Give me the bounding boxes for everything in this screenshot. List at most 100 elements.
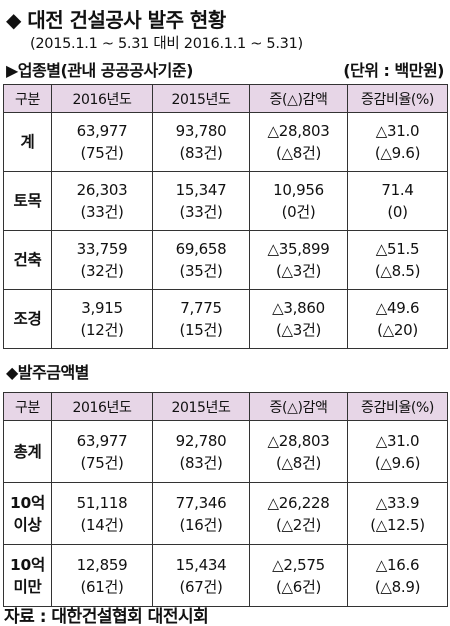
cell-value: 69,658 xyxy=(175,240,227,258)
row-label-line2: 이상 xyxy=(13,515,42,534)
section-by-amount-title: ◆발주금액별 xyxy=(6,363,89,382)
cell-count: (△8건) xyxy=(275,453,322,472)
cell-change: △3,860 (△3건) xyxy=(249,289,348,349)
cell-count: (83건) xyxy=(179,453,223,472)
cell-count: (△8건) xyxy=(275,144,322,162)
header-2016: 2016년도 xyxy=(51,84,153,113)
section-by-type-title: ▶업종별(관내 공공공사기준) xyxy=(6,61,193,80)
row-label-line1: 10억 xyxy=(10,555,45,574)
row-label: 총계 xyxy=(3,420,52,483)
cell-change: △35,899 (△3건) xyxy=(249,230,348,290)
row-label: 조경 xyxy=(3,289,52,349)
cell-value: 51,118 xyxy=(76,493,128,512)
cell-count: (83건) xyxy=(179,144,223,162)
table-row: 총계 63,977 (75건) 92,780 (83건) △28,803 (△8건) … xyxy=(3,420,448,483)
cell-count: (△3건) xyxy=(275,262,322,280)
row-label-line1: 10억 xyxy=(10,493,45,512)
period-subtitle: (2015.1.1 ~ 5.31 대비 2016.1.1 ~ 5.31) xyxy=(30,36,303,52)
header-change: 증(△)감액 xyxy=(249,392,348,421)
cell-2016: 51,118 (14건) xyxy=(51,482,153,545)
cell-value: 12,859 xyxy=(76,555,128,574)
cell-value: 63,977 xyxy=(76,431,128,450)
cell-value: △3,860 xyxy=(272,299,325,317)
unit-label: (단위 : 백만원) xyxy=(343,61,444,80)
cell-value: △31.0 xyxy=(375,431,420,450)
cell-count: (△20) xyxy=(377,321,418,339)
header-category: 구분 xyxy=(3,392,52,421)
table-header-row: 구분 2016년도 2015년도 증(△)감액 증감비율(%) xyxy=(3,84,448,113)
cell-2015: 15,347 (33건) xyxy=(152,171,250,231)
cell-value: 15,434 xyxy=(175,555,227,574)
cell-2016: 63,977 (75건) xyxy=(51,112,153,172)
cell-count: (75건) xyxy=(80,453,124,472)
cell-value: △28,803 xyxy=(267,122,330,140)
cell-2016: 3,915 (12건) xyxy=(51,289,153,349)
source-note: 자료 : 대한건설협회 대전시회 xyxy=(4,607,209,626)
header-change: 증(△)감액 xyxy=(249,84,348,113)
cell-count: (△6건) xyxy=(275,577,322,596)
cell-count: (△9.6) xyxy=(374,453,421,472)
cell-count: (12건) xyxy=(80,321,124,339)
cell-value: △49.6 xyxy=(375,299,420,317)
cell-2015: 7,775 (15건) xyxy=(152,289,250,349)
cell-change-rate: △49.6 (△20) xyxy=(347,289,448,349)
cell-count: (35건) xyxy=(179,262,223,280)
cell-value: 3,915 xyxy=(81,299,123,317)
cell-value: 10,956 xyxy=(273,181,324,199)
cell-2015: 93,780 (83건) xyxy=(152,112,250,172)
row-label: 토목 xyxy=(3,171,52,231)
cell-count: (△9.6) xyxy=(374,144,421,162)
cell-count: (61건) xyxy=(80,577,124,596)
table-by-amount: 구분 2016년도 2015년도 증(△)감액 증감비율(%) 총계 63,97… xyxy=(3,392,448,607)
cell-value: △33.9 xyxy=(375,493,420,512)
cell-value: △31.0 xyxy=(375,122,420,140)
cell-value: △16.6 xyxy=(375,555,420,574)
cell-value: 15,347 xyxy=(175,181,227,199)
cell-value: △26,228 xyxy=(267,493,330,512)
cell-count: (67건) xyxy=(179,577,223,596)
cell-change-rate: △33.9 (△12.5) xyxy=(347,482,448,545)
cell-value: △35,899 xyxy=(267,240,330,258)
row-label-line2: 미만 xyxy=(13,577,42,596)
header-2016: 2016년도 xyxy=(51,392,153,421)
cell-change: △28,803 (△8건) xyxy=(249,420,348,483)
page-title: ◆ 대전 건설공사 발주 현황 xyxy=(6,8,226,32)
cell-change-rate: △31.0 (△9.6) xyxy=(347,112,448,172)
cell-count: (△8.9) xyxy=(374,577,421,596)
cell-change-rate: △16.6 (△8.9) xyxy=(347,544,448,607)
cell-change-rate: 71.4 (0) xyxy=(347,171,448,231)
cell-2016: 63,977 (75건) xyxy=(51,420,153,483)
cell-value: 92,780 xyxy=(175,431,227,450)
cell-count: (△2건) xyxy=(275,515,322,534)
table-row: 토목 26,303 (33건) 15,347 (33건) 10,956 (0건) 71… xyxy=(3,171,448,231)
cell-count: (0건) xyxy=(281,203,316,221)
header-change-rate: 증감비율(%) xyxy=(347,84,448,113)
cell-value: 26,303 xyxy=(76,181,128,199)
cell-count: (△12.5) xyxy=(370,515,425,534)
cell-change-rate: △31.0 (△9.6) xyxy=(347,420,448,483)
table-row: 건축 33,759 (32건) 69,658 (35건) △35,899 (△3건) … xyxy=(3,230,448,290)
header-2015: 2015년도 xyxy=(152,84,250,113)
table-by-type: 구분 2016년도 2015년도 증(△)감액 증감비율(%) 계 63,977… xyxy=(3,84,448,349)
cell-value: 71.4 xyxy=(381,181,414,199)
cell-2015: 77,346 (16건) xyxy=(152,482,250,545)
cell-2016: 33,759 (32건) xyxy=(51,230,153,290)
cell-count: (33건) xyxy=(179,203,223,221)
section-by-type-heading: ▶업종별(관내 공공공사기준) (단위 : 백만원) xyxy=(6,57,446,81)
cell-value: △2,575 xyxy=(272,555,325,574)
cell-count: (15건) xyxy=(179,321,223,339)
cell-value: 7,775 xyxy=(180,299,222,317)
table-header-row: 구분 2016년도 2015년도 증(△)감액 증감비율(%) xyxy=(3,392,448,421)
cell-count: (14건) xyxy=(80,515,124,534)
cell-count: (75건) xyxy=(80,144,124,162)
cell-change: △28,803 (△8건) xyxy=(249,112,348,172)
cell-change: 10,956 (0건) xyxy=(249,171,348,231)
cell-count: (0) xyxy=(387,203,408,221)
cell-count: (16건) xyxy=(179,515,223,534)
cell-2015: 15,434 (67건) xyxy=(152,544,250,607)
cell-value: 93,780 xyxy=(175,122,227,140)
